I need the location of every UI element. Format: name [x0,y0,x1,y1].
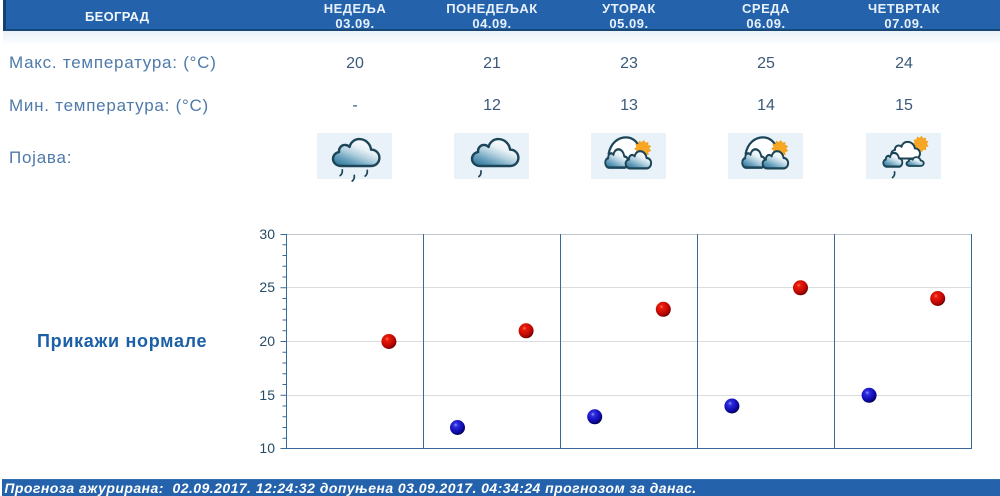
svg-text:20: 20 [259,333,275,349]
svg-text:30: 30 [259,226,275,242]
svg-text:10: 10 [259,440,275,456]
svg-text:15: 15 [259,387,275,403]
svg-text:25: 25 [259,279,275,295]
